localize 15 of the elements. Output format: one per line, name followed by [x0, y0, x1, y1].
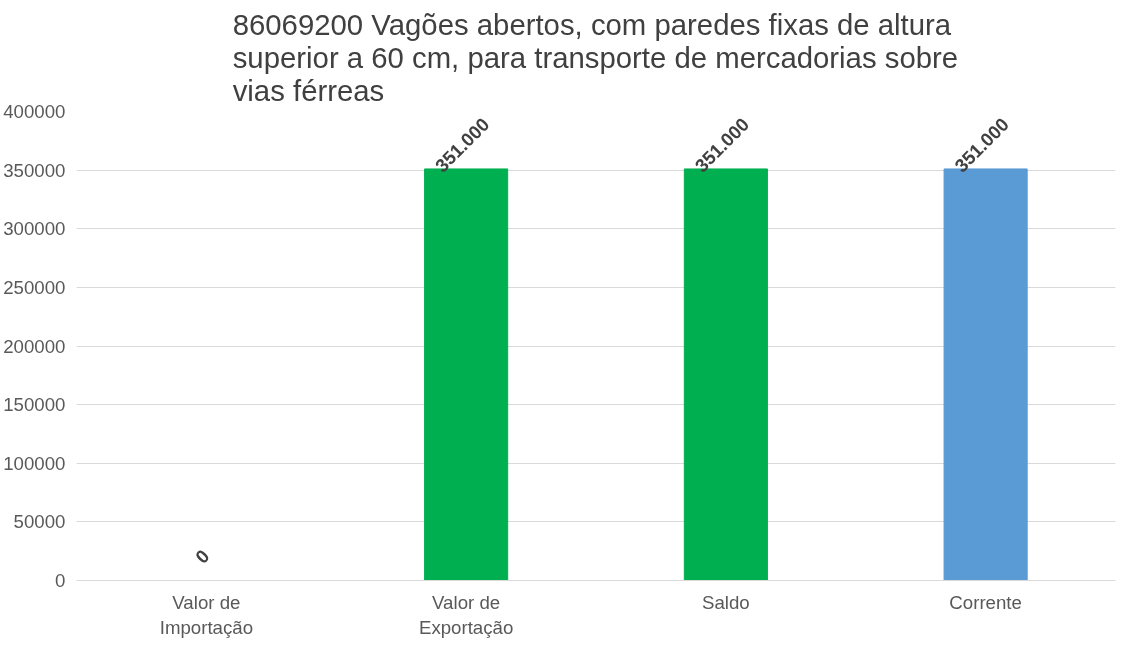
chart-title: 86069200 Vagões abertos, com paredes fixas de altura superior a 60 cm, para transporte de mercadorias sobre vias férreas: [232, 7, 959, 107]
x-tick-label: Saldo: [702, 591, 750, 613]
y-tick-label: 400000: [3, 101, 66, 122]
y-tick-label: 0: [55, 570, 66, 591]
y-tick-label: 200000: [3, 335, 66, 357]
y-tick-label: 150000: [3, 394, 66, 416]
x-tick-label: Valor de Importação: [159, 591, 254, 638]
x-tick-label: Corrente: [949, 591, 1022, 613]
y-tick-label: 350000: [3, 159, 66, 181]
y-tick-label: 100000: [3, 452, 66, 474]
y-tick-label: 50000: [13, 511, 66, 533]
data-label: 0: [191, 545, 214, 568]
y-tick-label: 300000: [3, 218, 66, 240]
x-tick-label: Valor de Exportação: [418, 591, 514, 638]
y-tick-label: 250000: [3, 276, 66, 298]
